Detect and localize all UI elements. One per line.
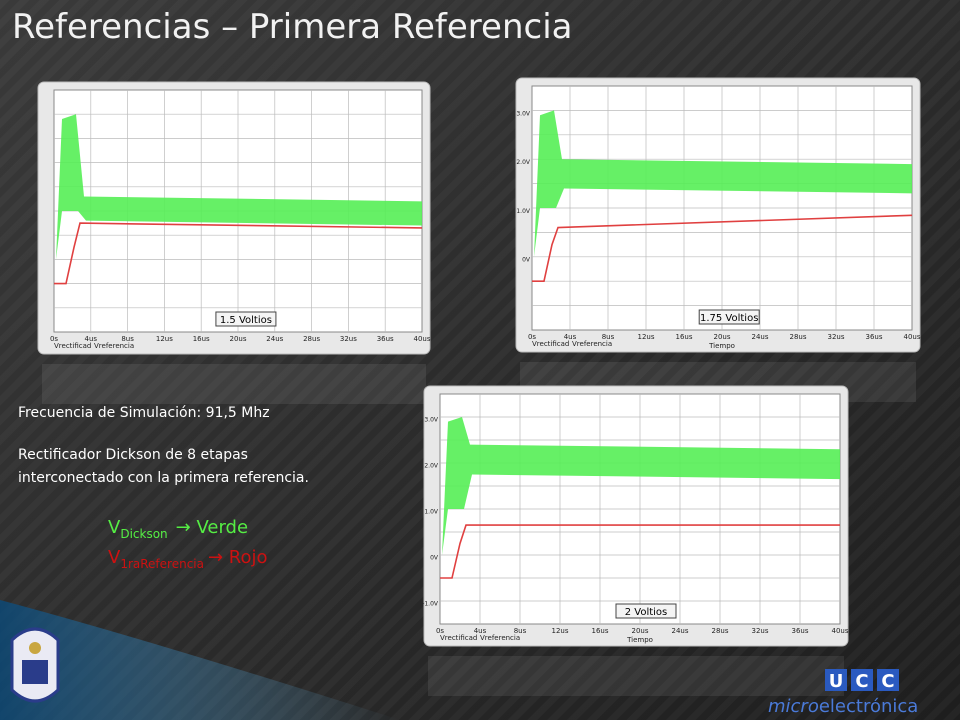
y-tick-label: 3.0V: [424, 417, 439, 424]
x-tick-label: 20us: [632, 627, 649, 635]
plot-label: 1.75 Voltios: [700, 313, 758, 324]
red-trace: [54, 222, 423, 285]
legend-label: → Rojo: [208, 547, 268, 568]
y-tick-label: 1.0V: [424, 509, 439, 516]
x-tick-label: 0s: [528, 333, 536, 341]
plot-label: 1.5 Voltios: [220, 315, 272, 326]
x-tick-label: 4us: [564, 333, 577, 341]
series-name: Vreferencia: [572, 340, 612, 348]
x-tick-label: 16us: [193, 335, 210, 343]
x-tick-label: 36us: [792, 627, 809, 635]
plot: 1.5 Voltios 0s 4us 8us 12us 16us 20us 24us 28us 3…: [37, 81, 431, 404]
x-tick-label: 24us: [672, 627, 689, 635]
description: Rectificador Dickson de 8 etapas: [18, 447, 248, 463]
x-tick-label: 28us: [712, 627, 729, 635]
red-trace: [532, 214, 913, 282]
x-tick-label: 40us: [832, 627, 849, 635]
legend-symbol: V: [108, 517, 121, 538]
red-trace: [440, 524, 840, 579]
y-tick-label: 3.0V: [516, 110, 531, 117]
x-tick-label: 40us: [904, 333, 921, 341]
y-tick-label: 0V: [430, 555, 439, 562]
green-trace: [56, 114, 422, 260]
series-name: Vreferencia: [480, 634, 520, 642]
green-trace: [442, 417, 840, 555]
x-tick-label: 20us: [230, 335, 247, 343]
x-tick-label: 8us: [121, 335, 134, 343]
plot-reflection: [428, 656, 844, 696]
x-tick-label: 0s: [436, 627, 444, 635]
logo-letter: C: [881, 671, 894, 692]
plot-label-box: [698, 309, 760, 325]
series-name: Vrectificad: [532, 340, 569, 348]
university-shield: [10, 627, 60, 703]
logo-micro: microelectrónica: [768, 696, 918, 717]
x-tick-label: 28us: [303, 335, 320, 343]
legend-sub: Dickson: [120, 527, 167, 541]
x-tick-label: 4us: [85, 335, 98, 343]
title: Referencias – Primera Referencia: [12, 7, 572, 47]
x-axis-title: Tiempo: [626, 636, 653, 644]
legend-green: VDickson → Verde: [108, 517, 248, 541]
series-name: Vrectificad: [54, 342, 91, 350]
legend-red: V1raReferencia → Rojo: [108, 547, 268, 571]
series-name: Vreferencia: [94, 342, 134, 350]
x-tick-label: 8us: [514, 627, 527, 635]
description: interconectado con la primera referencia…: [18, 470, 309, 486]
series-name: Vrectificad: [440, 634, 477, 642]
plot-label-box: [615, 603, 677, 619]
x-tick-label: 24us: [752, 333, 769, 341]
x-tick-label: 4us: [474, 627, 487, 635]
x-tick-label: 16us: [592, 627, 609, 635]
x-tick-label: 36us: [377, 335, 394, 343]
swoosh: [0, 600, 400, 720]
x-tick-label: 32us: [752, 627, 769, 635]
x-tick-label: 24us: [266, 335, 283, 343]
x-tick-label: 8us: [602, 333, 615, 341]
x-tick-label: 32us: [828, 333, 845, 341]
logo-electronica: electrónica: [819, 696, 918, 717]
plot-label-box: [215, 311, 277, 327]
x-tick-label: 20us: [714, 333, 731, 341]
y-tick-label: -1.0V: [422, 601, 439, 608]
ucc-logo: U C C microelectrónica: [768, 669, 918, 717]
legend-sub: 1raReferencia: [120, 557, 204, 571]
x-tick-label: 16us: [676, 333, 693, 341]
x-tick-label: 12us: [156, 335, 173, 343]
x-tick-label: 12us: [638, 333, 655, 341]
plots: 1.5 Voltios 0s 4us 8us 12us 16us 20us 24us 28us 3…: [37, 77, 921, 696]
logo-micro-part: micro: [768, 696, 819, 717]
plot: 2 Voltios 0s 4us 8us 12us 16us 20us 24us 28us 32u…: [422, 385, 849, 696]
y-tick-label: 2.0V: [516, 159, 531, 166]
y-tick-label: 2.0V: [424, 463, 439, 470]
x-tick-label: 32us: [340, 335, 357, 343]
legend-symbol: V: [108, 547, 121, 568]
x-tick-label: 40us: [414, 335, 431, 343]
y-tick-label: 0V: [522, 257, 531, 264]
frequency: Frecuencia de Simulación: 91,5 Mhz: [18, 405, 270, 421]
x-tick-label: 36us: [866, 333, 883, 341]
plot: 1.75 Voltios 0s 4us 8us 12us 16us 20us 24us 28us…: [515, 77, 921, 402]
green-trace: [534, 110, 912, 257]
logo-letter: C: [855, 671, 868, 692]
x-tick-label: 28us: [790, 333, 807, 341]
x-tick-label: 0s: [50, 335, 58, 343]
x-axis-title: Tiempo: [708, 342, 735, 350]
x-tick-label: 12us: [552, 627, 569, 635]
legend-label: → Verde: [176, 517, 248, 538]
y-tick-label: 1.0V: [516, 208, 531, 215]
logo-letter: U: [829, 671, 844, 692]
plot-label: 2 Voltios: [625, 607, 668, 618]
plot-reflection: [42, 364, 426, 404]
